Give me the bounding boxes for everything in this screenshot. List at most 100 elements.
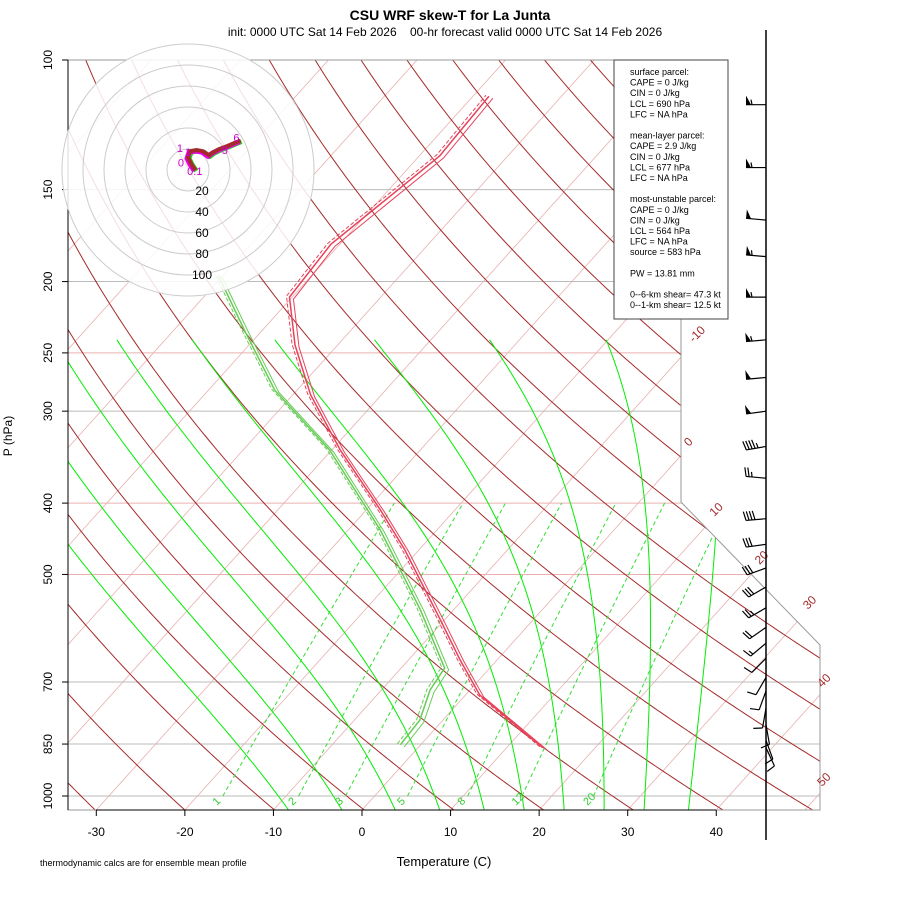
- barb-full: [745, 440, 750, 450]
- barb-full: [745, 537, 750, 547]
- barb-full: [749, 707, 760, 711]
- mixing-ratio-line: [467, 502, 617, 797]
- barb-staff: [746, 475, 767, 479]
- hodograph-height-label: 1: [185, 147, 191, 159]
- stats-line: surface parcel:: [630, 67, 689, 77]
- isotherm: [271, 60, 820, 810]
- moist-adiabat: [489, 339, 605, 810]
- barb-staff: [761, 708, 767, 729]
- stats-line: source = 583 hPa: [630, 247, 701, 257]
- barb-full: [744, 588, 752, 596]
- temperature-profile-member: [285, 94, 541, 748]
- barb-full: [747, 467, 750, 477]
- barb-staff: [755, 677, 767, 696]
- hodograph-height-label: 5: [222, 145, 228, 157]
- hodograph-ring-label: 20: [195, 184, 209, 198]
- wind-barbs: [741, 30, 775, 840]
- barb-half: [750, 250, 753, 256]
- mixing-ratio-line: [407, 502, 563, 797]
- wind-barb: [746, 245, 767, 258]
- barb-full: [751, 510, 756, 520]
- dewpoint-profile: [217, 274, 446, 746]
- isotherm: [714, 60, 820, 810]
- mixing-ratio-line: [521, 502, 666, 797]
- x-tick-label: 0: [359, 825, 366, 839]
- dry-adiabat: [222, 60, 820, 810]
- y-tick-label: 150: [41, 179, 55, 199]
- isotherm: [68, 60, 595, 810]
- barb-full: [747, 586, 755, 595]
- stats-line: LCL = 564 hPa: [630, 226, 690, 236]
- wind-barb: [745, 370, 767, 380]
- wind-barb: [746, 288, 766, 298]
- barb-pennant: [746, 245, 752, 256]
- chart-title: CSU WRF skew-T for La Junta: [350, 7, 551, 23]
- barb-full: [744, 467, 747, 477]
- dry-adiabat: [68, 60, 547, 810]
- barb-half: [748, 650, 754, 655]
- dewpoint-profile-member: [214, 273, 443, 745]
- stats-line: LFC = NA hPa: [630, 237, 688, 247]
- wind-barb: [743, 657, 767, 673]
- y-tick-label: 300: [41, 401, 55, 421]
- moist-adiabat: [274, 339, 525, 810]
- wind-barb: [746, 209, 767, 221]
- dry-adiabat: [314, 60, 820, 810]
- y-tick-label: 400: [41, 493, 55, 513]
- moist-adiabat: [605, 339, 652, 810]
- wind-barb: [765, 747, 775, 773]
- dry-adiabat: [68, 60, 457, 810]
- hodograph-ring: [61, 43, 315, 297]
- dry-adiabat: [68, 60, 367, 810]
- barb-staff: [765, 747, 775, 767]
- hodograph-ring: [82, 64, 294, 276]
- isotherm-label: 40: [814, 671, 834, 691]
- hodograph-ring-label: 40: [195, 205, 209, 219]
- barb-staff: [751, 657, 767, 673]
- barb-full: [742, 441, 747, 451]
- y-tick-label: 100: [41, 50, 55, 70]
- barb-full: [745, 511, 750, 521]
- isotherm-label: 50: [814, 770, 834, 790]
- mixing-ratio-line: [298, 502, 464, 797]
- moist-adiabat: [116, 339, 441, 810]
- stats-line: CAPE = 0 J/kg: [630, 205, 689, 215]
- hodograph-height-label: 0: [178, 158, 184, 170]
- wind-barb: [753, 708, 767, 729]
- stats-line: PW = 13.81 mm: [630, 268, 695, 278]
- barb-staff: [746, 543, 767, 548]
- wind-barb: [742, 510, 767, 522]
- barb-full: [744, 609, 752, 617]
- hodograph-ring-label: 80: [195, 247, 209, 261]
- isotherm-label: -10: [686, 323, 708, 345]
- y-tick-label: 1000: [41, 782, 55, 809]
- moist-adiabat: [374, 339, 565, 810]
- y-tick-label: 700: [41, 672, 55, 692]
- hodograph-ring-label: 100: [192, 268, 212, 282]
- mixing-ratio-label: 12: [510, 791, 527, 808]
- barb-half: [750, 610, 755, 616]
- stats-box: [613, 59, 729, 320]
- barb-full: [748, 537, 753, 547]
- barb-staff: [765, 724, 771, 745]
- barb-half: [755, 442, 759, 449]
- dry-adiabat: [866, 60, 900, 812]
- wind-barb: [744, 405, 767, 415]
- barb-full: [742, 649, 752, 657]
- barb-pennant: [746, 288, 751, 298]
- stats-line: CAPE = 2.9 J/kg: [630, 141, 696, 151]
- wind-barb: [744, 467, 767, 479]
- stats-line: LFC = NA hPa: [630, 109, 688, 119]
- isotherm: [803, 60, 820, 810]
- dewpoint-profile-member: [221, 276, 450, 748]
- barb-pennant: [746, 209, 752, 219]
- hodograph-height-label: 0.1: [187, 166, 202, 178]
- mixing-ratio-line: [222, 502, 395, 797]
- barb-staff: [746, 518, 767, 522]
- hodograph-ring: [166, 148, 210, 192]
- isotherm: [892, 60, 900, 812]
- stats-line: CIN = 0 J/kg: [630, 215, 680, 225]
